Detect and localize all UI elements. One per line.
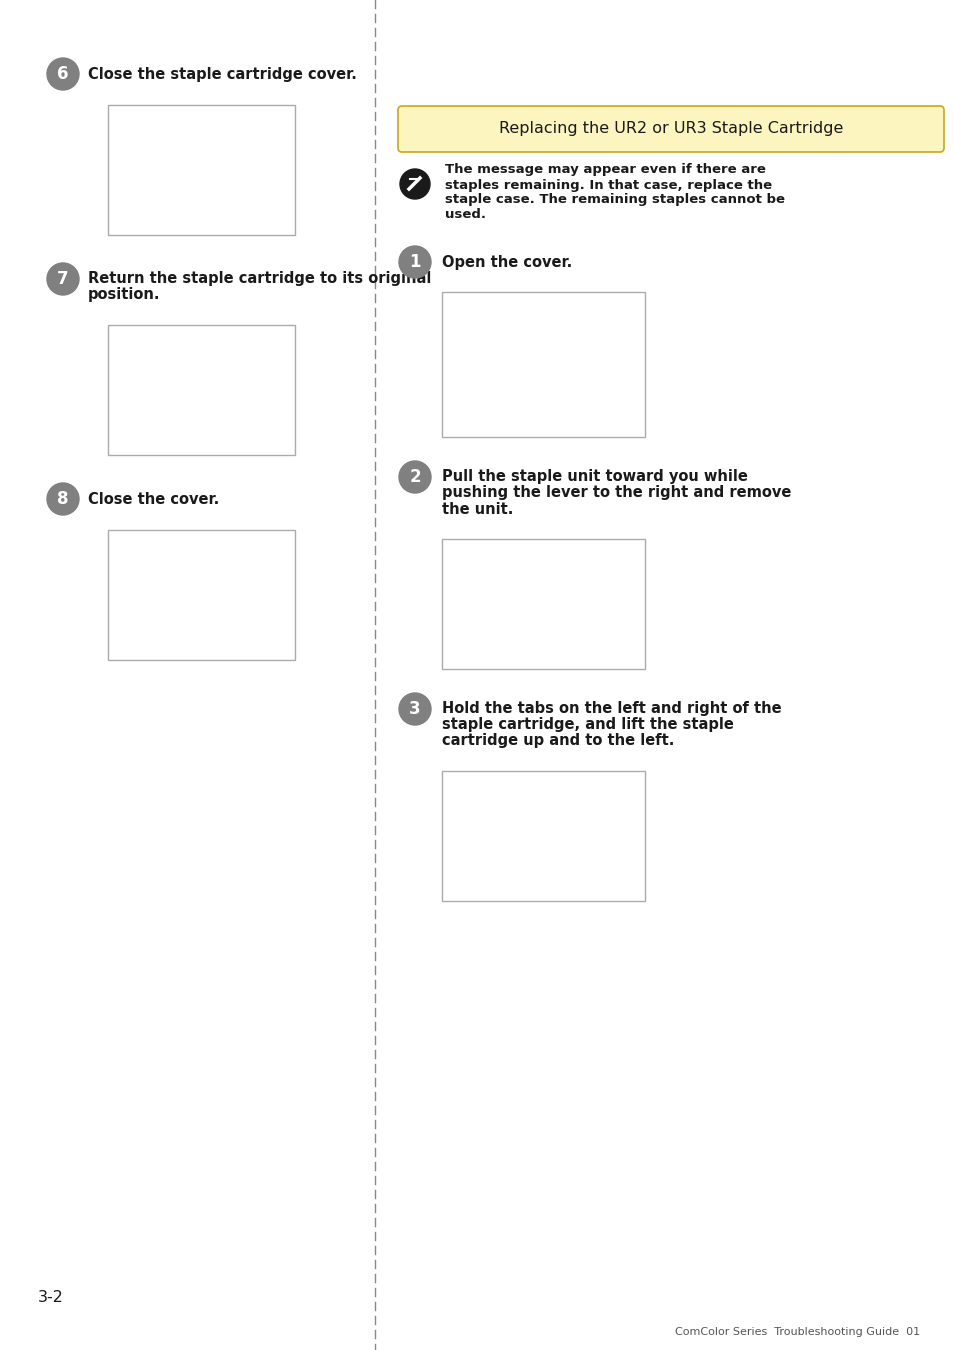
Text: ComColor Series  Troubleshooting Guide  01: ComColor Series Troubleshooting Guide 01 — [674, 1327, 919, 1336]
FancyBboxPatch shape — [397, 107, 943, 153]
Bar — [108, 325, 294, 455]
Text: Close the cover.: Close the cover. — [88, 491, 219, 506]
Circle shape — [399, 169, 430, 198]
Text: Replacing the UR2 or UR3 Staple Cartridge: Replacing the UR2 or UR3 Staple Cartridg… — [498, 122, 842, 136]
Circle shape — [398, 246, 431, 278]
Bar — [441, 292, 644, 437]
Bar — [108, 531, 294, 660]
Circle shape — [47, 58, 79, 90]
Text: Return the staple cartridge to its original: Return the staple cartridge to its origi… — [88, 271, 431, 286]
Text: 8: 8 — [57, 490, 69, 508]
Bar — [108, 105, 294, 235]
Text: 3-2: 3-2 — [38, 1291, 64, 1305]
Text: 7: 7 — [57, 270, 69, 288]
Text: The message may appear even if there are: The message may appear even if there are — [444, 163, 765, 177]
Bar — [441, 771, 644, 900]
Text: staples remaining. In that case, replace the: staples remaining. In that case, replace… — [444, 178, 771, 192]
Text: 3: 3 — [409, 701, 420, 718]
Text: Pull the staple unit toward you while: Pull the staple unit toward you while — [441, 470, 747, 485]
Text: cartridge up and to the left.: cartridge up and to the left. — [441, 733, 674, 748]
Text: pushing the lever to the right and remove: pushing the lever to the right and remov… — [441, 486, 791, 501]
Text: 2: 2 — [409, 468, 420, 486]
Text: Close the staple cartridge cover.: Close the staple cartridge cover. — [88, 66, 356, 81]
Circle shape — [398, 693, 431, 725]
Circle shape — [47, 483, 79, 514]
Bar — [441, 539, 644, 670]
Text: the unit.: the unit. — [441, 501, 513, 517]
Text: Hold the tabs on the left and right of the: Hold the tabs on the left and right of t… — [441, 702, 781, 717]
Text: staple case. The remaining staples cannot be: staple case. The remaining staples canno… — [444, 193, 784, 207]
Circle shape — [47, 263, 79, 296]
Text: 1: 1 — [409, 252, 420, 271]
Text: Open the cover.: Open the cover. — [441, 255, 572, 270]
Circle shape — [398, 460, 431, 493]
Text: position.: position. — [88, 288, 160, 302]
Text: 6: 6 — [57, 65, 69, 82]
Text: used.: used. — [444, 208, 485, 221]
Text: staple cartridge, and lift the staple: staple cartridge, and lift the staple — [441, 717, 733, 733]
